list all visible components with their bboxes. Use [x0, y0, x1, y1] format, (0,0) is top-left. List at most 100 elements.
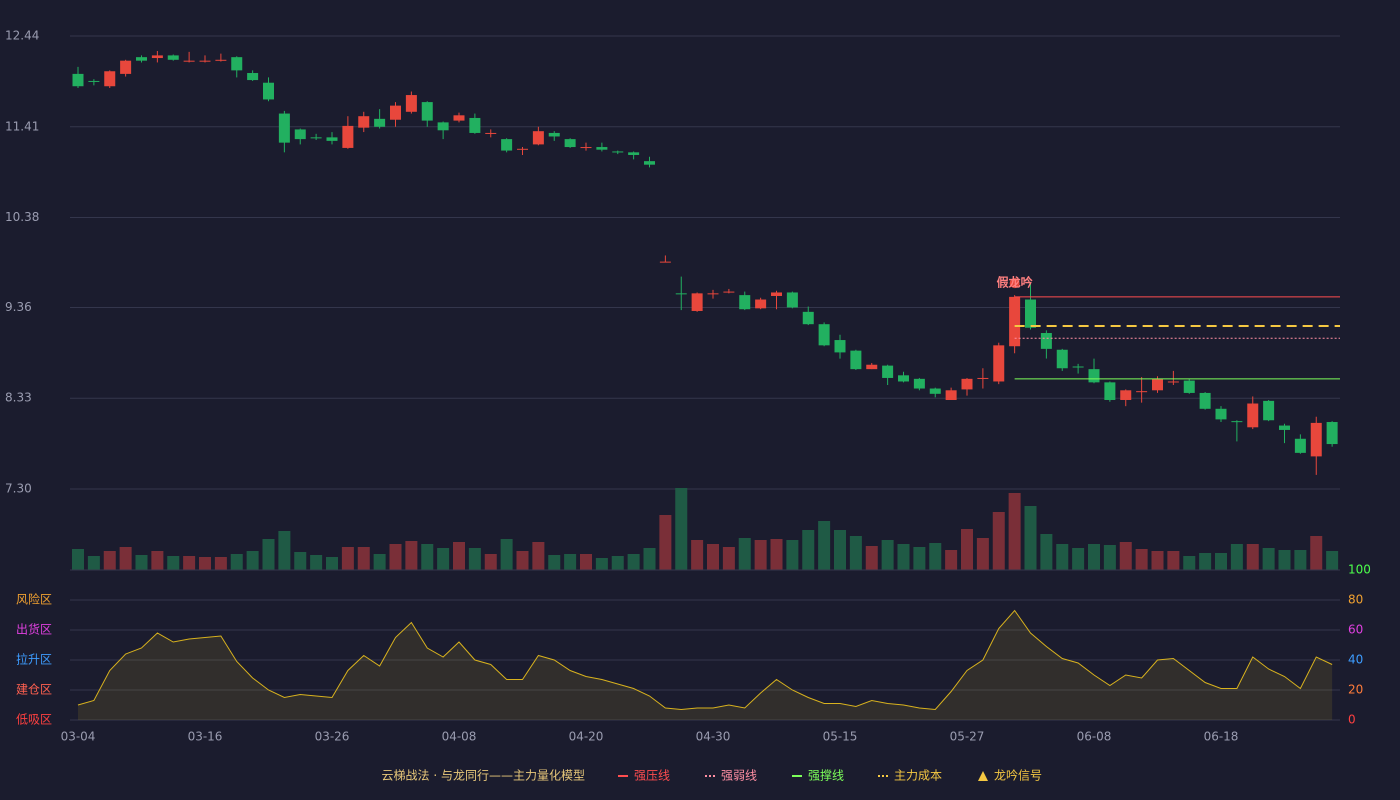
volume-bar — [691, 540, 704, 570]
volume-bar — [1103, 545, 1116, 570]
x-tick-label: 03-16 — [188, 730, 223, 744]
volume-bar — [230, 554, 243, 570]
volume-bar — [1151, 551, 1164, 570]
candle-body — [437, 122, 449, 131]
volume-bar — [484, 554, 497, 570]
candle-body — [882, 365, 894, 378]
volume-bar — [1278, 550, 1291, 570]
candle-body — [183, 60, 195, 62]
candle-body — [1136, 391, 1148, 393]
candle-body — [675, 293, 687, 295]
oscillator-line — [77, 609, 1333, 711]
volume-bar — [341, 547, 354, 570]
candle-body — [1183, 380, 1195, 393]
volume-bar — [1215, 553, 1227, 570]
y-tick-label: 9.36 — [5, 300, 32, 314]
zone-label: 风险区 — [16, 592, 52, 607]
volume-bar — [246, 551, 259, 570]
volume-bar — [214, 557, 227, 570]
candle-body — [358, 116, 370, 128]
legend-label: 主力成本 — [894, 769, 942, 783]
signal-icon — [1009, 278, 1020, 289]
volume-bar — [865, 546, 878, 570]
volume-bar — [675, 488, 688, 570]
candle-body — [421, 102, 433, 121]
x-tick-label: 06-08 — [1077, 730, 1112, 744]
volume-bar — [437, 548, 450, 570]
volume-bar — [802, 530, 815, 570]
volume-bar — [834, 530, 846, 570]
candle-body — [564, 139, 576, 148]
candle-body — [199, 60, 211, 62]
volume-bar — [405, 541, 418, 570]
volume-bar — [1183, 556, 1196, 570]
volume-bar — [595, 558, 608, 570]
candle-body — [898, 375, 909, 382]
candle-body — [802, 311, 814, 325]
candle-body — [548, 132, 560, 137]
volume-bar — [1294, 550, 1307, 570]
volume-bar — [183, 556, 196, 570]
candle-body — [136, 57, 147, 61]
y-tick-label: 8.33 — [5, 391, 32, 405]
annotation: 假龙吟 — [997, 275, 1033, 290]
volume-bar — [135, 555, 148, 570]
volume-bar — [1024, 506, 1037, 570]
candle-body — [929, 388, 941, 394]
volume-bar — [389, 544, 402, 570]
volume-bar — [897, 544, 910, 570]
volume-bar — [278, 531, 291, 570]
y-tick-label: 80 — [1348, 593, 1363, 607]
candle-body — [1294, 438, 1306, 453]
candle-body — [1072, 366, 1084, 368]
candle-body — [278, 113, 290, 143]
candle-body — [453, 115, 465, 121]
y-tick-label: 60 — [1348, 623, 1363, 637]
candle-body — [628, 152, 640, 155]
candle-body — [659, 261, 671, 263]
y-tick-label: 100 — [1348, 563, 1371, 577]
candle-body — [1056, 349, 1068, 369]
volume-bar — [1088, 544, 1100, 570]
candle-body — [580, 147, 592, 149]
volume-bar — [1262, 548, 1275, 570]
x-tick-label: 05-27 — [950, 730, 985, 744]
zone-label: 建仓区 — [16, 683, 52, 697]
candle-body — [231, 57, 243, 71]
candle-body — [1310, 422, 1322, 457]
candle-body — [374, 118, 386, 127]
volume-bar — [87, 556, 100, 570]
candle-body — [501, 139, 513, 151]
volume-bar — [818, 521, 831, 570]
candle-body — [1279, 425, 1290, 430]
volume-bar — [1008, 493, 1021, 570]
volume-bar — [770, 539, 783, 570]
volume-bar — [151, 551, 164, 570]
candle-body — [1104, 382, 1116, 400]
candle-body — [405, 95, 417, 112]
legend-marker — [978, 771, 988, 781]
candle-body — [1326, 422, 1338, 445]
volume-bar — [294, 552, 307, 570]
candle-body — [263, 82, 274, 100]
x-tick-label: 04-08 — [442, 730, 477, 744]
x-tick-label: 03-26 — [315, 730, 350, 744]
candle-body — [961, 378, 973, 390]
volume-bar — [1072, 548, 1085, 570]
candle-body — [691, 293, 703, 311]
volume-bar — [1167, 551, 1180, 570]
candle-body — [977, 377, 989, 379]
volume-bar — [929, 543, 942, 570]
volume-bar — [1119, 542, 1132, 570]
candle-body — [342, 125, 354, 148]
volume-bar — [1246, 544, 1259, 570]
candle-body — [72, 73, 84, 87]
candle-body — [1152, 378, 1163, 391]
candle-body — [723, 291, 735, 293]
candle-body — [1247, 403, 1259, 428]
candle-body — [1040, 333, 1052, 349]
volume-bar — [564, 554, 577, 570]
y-tick-label: 10.38 — [5, 210, 39, 224]
candle-body — [120, 60, 132, 74]
x-tick-label: 04-30 — [696, 730, 731, 744]
